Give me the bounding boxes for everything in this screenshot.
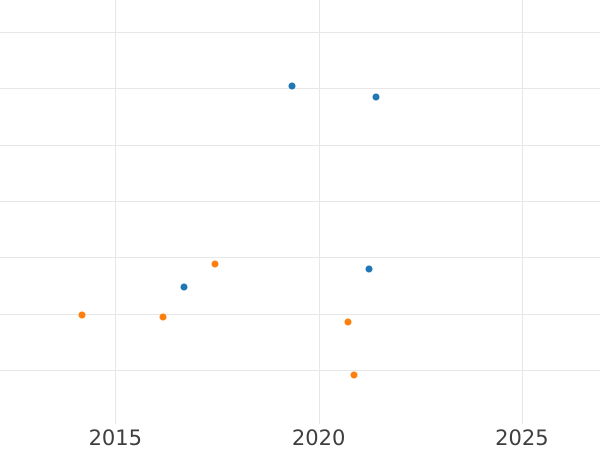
scatter-point-blue-series xyxy=(372,93,379,101)
horizontal-gridline xyxy=(0,370,600,371)
horizontal-gridline xyxy=(0,144,600,146)
horizontal-gridline xyxy=(0,88,600,90)
scatter-point-blue-series xyxy=(180,283,188,291)
horizontal-gridline xyxy=(0,313,600,315)
scatter-point-blue-series xyxy=(365,265,373,273)
vertical-gridline xyxy=(318,0,320,424)
scatter-point-orange-series xyxy=(344,318,352,326)
horizontal-gridline xyxy=(0,257,600,259)
x-tick-label: 2025 xyxy=(495,426,549,450)
scatter-point-orange-series xyxy=(159,313,166,321)
vertical-gridline xyxy=(521,0,523,424)
scatter-point-orange-series xyxy=(211,260,218,268)
horizontal-gridline xyxy=(0,201,600,202)
vertical-gridline xyxy=(115,0,117,424)
x-tick-label: 2020 xyxy=(291,426,346,450)
horizontal-gridline xyxy=(0,31,600,33)
scatter-point-orange-series xyxy=(78,311,86,319)
x-tick-label: 2015 xyxy=(88,426,143,450)
scatter-point-orange-series xyxy=(350,371,358,379)
scatter-point-blue-series xyxy=(288,82,296,89)
